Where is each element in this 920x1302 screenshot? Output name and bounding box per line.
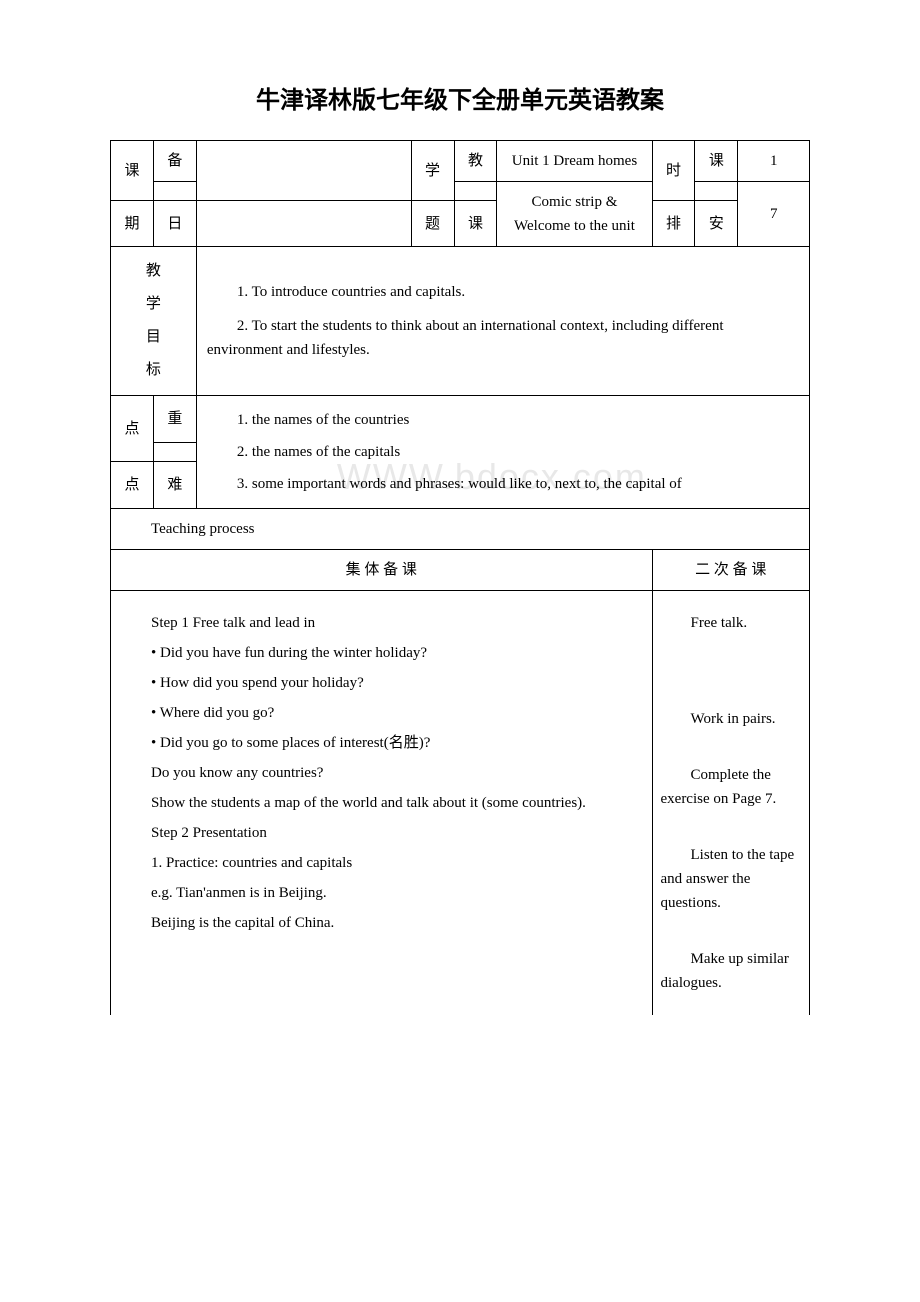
paragraph-1: Show the students a map of the world and… — [121, 791, 642, 815]
label-ke2: 课 — [454, 201, 497, 247]
question-1: • Did you have fun during the winter hol… — [121, 641, 642, 665]
paragraph-4: Beijing is the capital of China. — [121, 911, 642, 935]
label-qi: 期 — [111, 201, 154, 247]
label-ke: 课 — [111, 141, 154, 201]
keypoints-content: 1. the names of the countries 2. the nam… — [196, 396, 809, 509]
right-3: Complete the exercise on Page 7. — [661, 763, 802, 811]
objectives-label: 教 学 目 标 — [111, 247, 197, 396]
question-2: • How did you spend your holiday? — [121, 671, 642, 695]
process-label: Teaching process — [111, 509, 810, 550]
empty-sublabel2 — [454, 182, 497, 201]
subtitle: Comic strip & Welcome to the unit — [497, 182, 652, 247]
question-3: • Where did you go? — [121, 701, 642, 725]
page-title: 牛津译林版七年级下全册单元英语教案 — [110, 80, 810, 115]
empty-sublabel3 — [695, 182, 738, 201]
label-ri: 日 — [153, 201, 196, 247]
keypoint-3: 3. some important words and phrases: wou… — [207, 472, 799, 496]
label-jiao: 教 — [454, 141, 497, 182]
content-right: Free talk. Work in pairs. Complete the e… — [652, 591, 810, 1016]
objective-2: 2. To start the students to think about … — [207, 314, 799, 362]
keypoint-dian2: 点 — [111, 462, 154, 509]
unit-title: Unit 1 Dream homes — [497, 141, 652, 182]
label-pai: 排 — [652, 201, 695, 247]
keypoint-dian: 点 — [111, 396, 154, 462]
right-4: Listen to the tape and answer the questi… — [661, 843, 802, 915]
empty-sublabel — [153, 182, 196, 201]
question-5: Do you know any countries? — [121, 761, 642, 785]
empty-cell-2 — [196, 201, 411, 247]
column-left-header: 集 体 备 课 — [111, 550, 653, 591]
objectives-content: 1. To introduce countries and capitals. … — [196, 247, 809, 396]
lesson-plan-table: 课 备 学 教 Unit 1 Dream homes 时 课 1 Comic s… — [110, 140, 810, 1015]
right-5: Make up similar dialogues. — [661, 947, 802, 995]
keypoint-zhong: 重 — [153, 396, 196, 443]
label-bei: 备 — [153, 141, 196, 182]
label-keshi: 课 — [695, 141, 738, 182]
content-left: Step 1 Free talk and lead in • Did you h… — [111, 591, 653, 1016]
empty-cell-1 — [196, 141, 411, 201]
period-number: 1 — [738, 141, 810, 182]
objective-1: 1. To introduce countries and capitals. — [207, 280, 799, 304]
question-4: • Did you go to some places of interest(… — [121, 731, 642, 755]
keypoint-nan: 难 — [153, 462, 196, 509]
paragraph-2: 1. Practice: countries and capitals — [121, 851, 642, 875]
step2-title: Step 2 Presentation — [121, 821, 642, 845]
step1-title: Step 1 Free talk and lead in — [121, 611, 642, 635]
label-an: 安 — [695, 201, 738, 247]
label-ti: 题 — [411, 201, 454, 247]
empty-kp — [153, 442, 196, 461]
label-shi: 时 — [652, 141, 695, 201]
right-2: Work in pairs. — [661, 707, 802, 731]
keypoint-1: 1. the names of the countries — [207, 408, 799, 432]
keypoint-2: 2. the names of the capitals — [207, 440, 799, 464]
column-right-header: 二 次 备 课 — [652, 550, 810, 591]
label-xue: 学 — [411, 141, 454, 201]
right-1: Free talk. — [661, 611, 802, 635]
paragraph-3: e.g. Tian'anmen is in Beijing. — [121, 881, 642, 905]
total-number: 7 — [738, 182, 810, 247]
